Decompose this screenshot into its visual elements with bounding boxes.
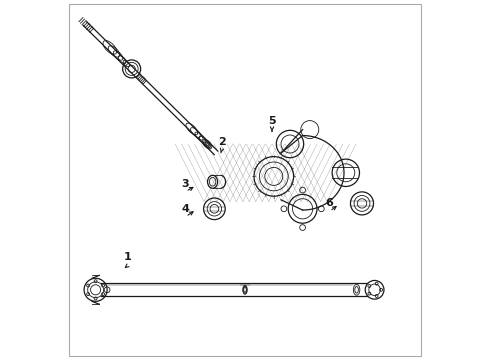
Text: 3: 3 (182, 179, 190, 189)
Text: 1: 1 (124, 252, 132, 262)
Text: 5: 5 (268, 116, 276, 126)
Text: 2: 2 (218, 137, 225, 147)
Text: 6: 6 (326, 198, 334, 208)
Text: 4: 4 (182, 204, 190, 214)
